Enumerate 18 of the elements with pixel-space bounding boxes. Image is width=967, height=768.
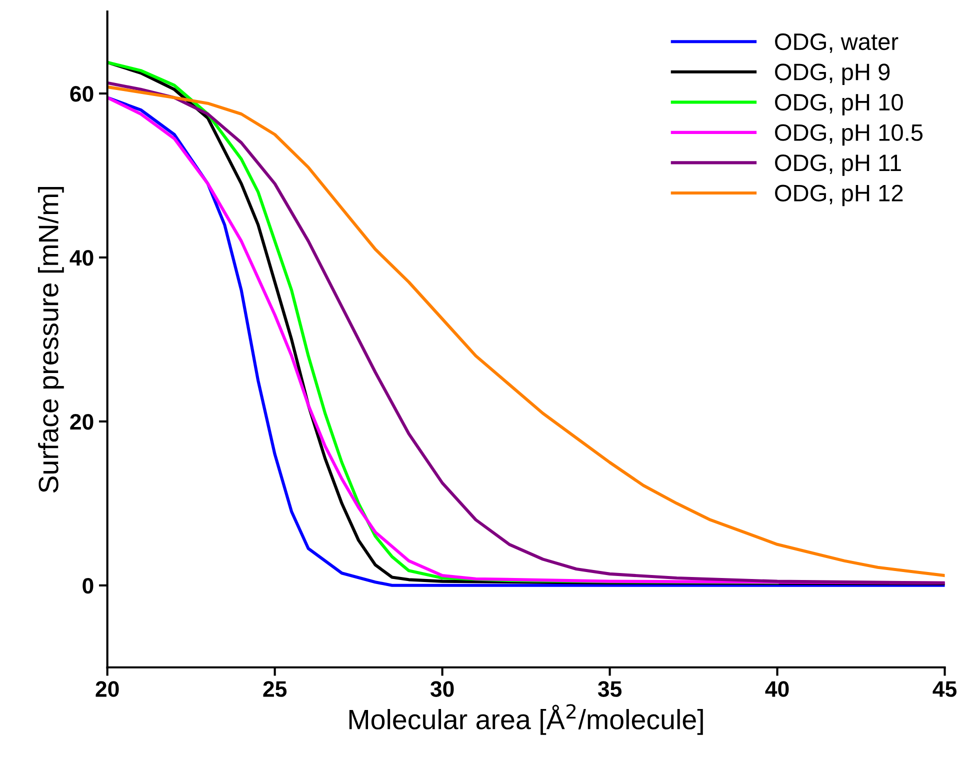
legend-label: ODG, pH 9 [775, 64, 890, 86]
y-tick-label: 20 [70, 414, 94, 430]
y-tick-label: 40 [70, 250, 94, 266]
legend-label: ODG, pH 11 [775, 154, 901, 176]
x-tick-label: 30 [430, 681, 454, 697]
y-tick-label: 0 [82, 578, 94, 594]
x-tick-label: 40 [765, 681, 789, 697]
legend-label: ODG, pH 10 [775, 94, 903, 116]
legend-label: ODG, pH 10.5 [775, 124, 923, 146]
x-tick-label: 25 [263, 681, 287, 697]
x-tick-label: 35 [598, 681, 622, 697]
y-axis-title: Surface pressure [mN/m] [38, 187, 64, 493]
x-tick-label: 45 [932, 681, 956, 697]
x-tick-label: 20 [96, 681, 119, 697]
legend-label: ODG, water [775, 33, 898, 53]
y-tick-label: 60 [70, 86, 94, 102]
legend-label: ODG, pH 12 [775, 184, 903, 206]
x-axis-title: Molecular area [Å$^{2}$/molecule] [349, 704, 703, 735]
